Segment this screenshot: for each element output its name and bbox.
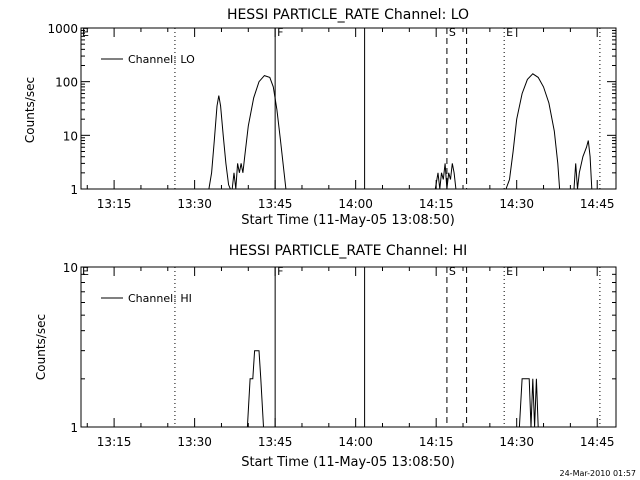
x-tick-label: 14:45 <box>580 197 615 211</box>
x-tick-label: 13:15 <box>97 197 132 211</box>
x-axis-label: Start Time (11-May-05 13:08:50) <box>241 213 455 228</box>
event-marker-label: E <box>82 265 89 278</box>
x-tick-label: 14:15 <box>419 435 454 449</box>
y-tick-label: 1 <box>70 183 78 197</box>
event-marker-label: E <box>506 26 513 39</box>
series-line-segment <box>434 163 457 190</box>
x-tick-label: 13:15 <box>97 435 132 449</box>
y-axis-label: Counts/sec <box>23 77 37 143</box>
x-tick-label: 13:30 <box>177 197 212 211</box>
legend-label: Channel: HI <box>128 292 192 305</box>
x-tick-label: 13:45 <box>258 197 293 211</box>
x-tick-label: 14:30 <box>499 197 534 211</box>
y-tick-label: 10 <box>63 261 78 275</box>
chart-title: HESSI PARTICLE_RATE Channel: HI <box>229 243 467 259</box>
y-tick-label: 1 <box>70 421 78 435</box>
x-tick-label: 14:30 <box>499 435 534 449</box>
x-tick-label: 13:30 <box>177 435 212 449</box>
series-line-segment <box>231 75 287 190</box>
plot-frame <box>80 266 617 428</box>
chart-hi-channel: HESSI PARTICLE_RATE Channel: HI Start Ti… <box>34 243 617 470</box>
series-line-segment <box>505 73 561 190</box>
x-tick-label: 13:45 <box>258 435 293 449</box>
x-tick-label: 14:15 <box>419 197 454 211</box>
y-axis-label: Counts/sec <box>34 314 48 380</box>
plot-area-hi: 13:15 13:30 13:45 14:00 14:15 14:30 14:45 1 10 F S… <box>63 261 617 449</box>
series-line-segment <box>573 140 593 190</box>
x-tick-label: 14:45 <box>580 435 615 449</box>
x-tick-label: 14:00 <box>338 435 373 449</box>
event-marker-label: E <box>82 26 89 39</box>
plot-frame <box>80 27 617 190</box>
legend-label: Channel: LO <box>128 53 195 66</box>
chart-lo-channel: HESSI PARTICLE_RATE Channel: LO Start Ti… <box>23 7 617 228</box>
plot-area-lo: 13:15 13:30 13:45 14:00 14:15 14:30 14:45 1 10 10… <box>47 22 617 211</box>
event-marker-label: S <box>449 265 456 278</box>
x-tick-label: 14:00 <box>338 197 373 211</box>
y-tick-label: 1000 <box>47 22 78 36</box>
event-marker-label: F <box>277 265 283 278</box>
timestamp: 24-Mar-2010 01:57 <box>560 469 637 478</box>
x-axis-label: Start Time (11-May-05 13:08:50) <box>241 455 455 470</box>
event-marker-label: E <box>506 265 513 278</box>
event-marker-label: F <box>277 26 283 39</box>
chart-title: HESSI PARTICLE_RATE Channel: LO <box>227 7 469 23</box>
series-line-segment <box>246 350 264 428</box>
series-line-segment <box>208 95 231 190</box>
series-line-segment <box>518 378 539 428</box>
event-marker-label: S <box>449 26 456 39</box>
y-tick-label: 100 <box>55 76 78 90</box>
y-tick-label: 10 <box>63 129 78 143</box>
